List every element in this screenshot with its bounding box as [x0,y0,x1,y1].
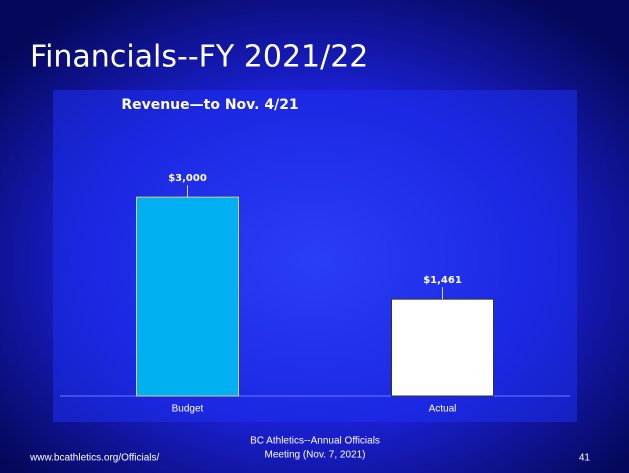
x-tick-label: Budget [172,404,204,415]
footer-center: Meeting (Nov. 7, 2021) [265,450,366,461]
chart-area [53,90,577,422]
data-label: $3,000 [168,173,207,184]
bar [136,196,239,397]
x-tick-label: Actual [429,404,457,415]
chart-title: Revenue—to Nov. 4/21 [121,97,298,113]
footer-center: BC Athletics--Annual Officials [250,436,380,447]
bar [391,298,494,397]
page-number: 41 [579,453,591,464]
slide-title: Financials--FY 2021/22 [30,40,368,75]
footer-left: www.bcathletics.org/Officials/ [29,453,160,464]
data-label: $1,461 [423,275,462,286]
